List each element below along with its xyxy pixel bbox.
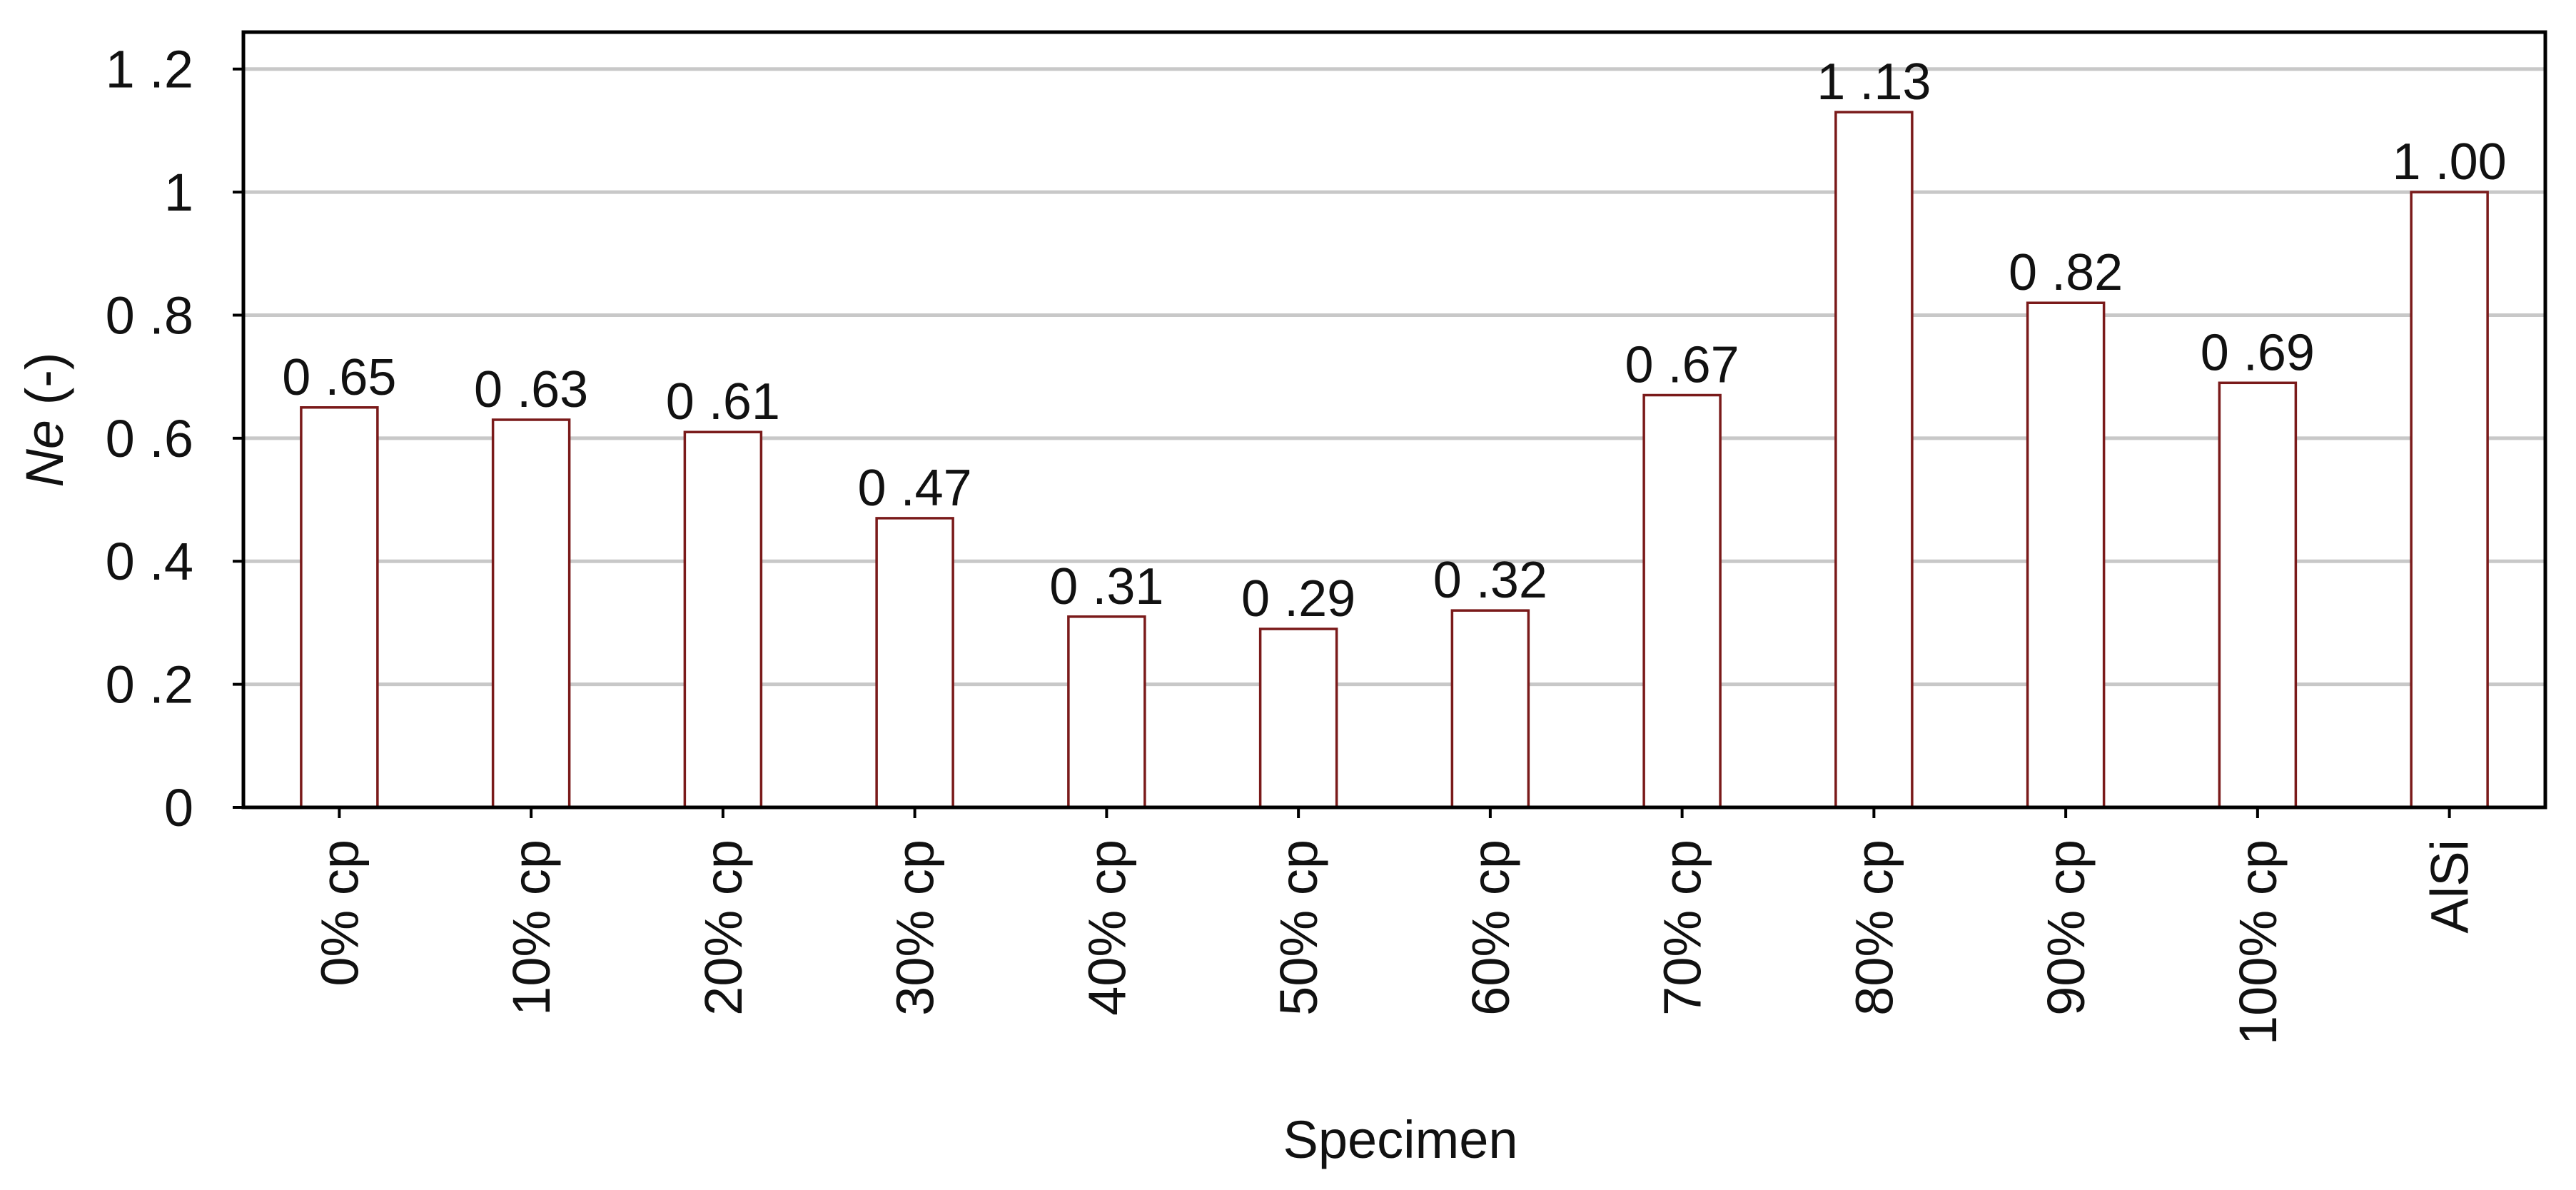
data-label: 0 .65 xyxy=(282,349,396,406)
x-tick-label: 70% cp xyxy=(1653,839,1712,1016)
bar xyxy=(2026,301,2106,809)
bar xyxy=(2218,381,2298,809)
data-label: 0 .61 xyxy=(666,373,780,430)
data-label: 0 .69 xyxy=(2201,324,2315,381)
data-label: 0 .47 xyxy=(858,460,972,517)
x-tick-label: 80% cp xyxy=(1844,839,1904,1016)
y-tick-label: 0 xyxy=(164,778,193,837)
data-label: 0 .31 xyxy=(1049,558,1163,615)
x-axis-title: Specimen xyxy=(1283,1110,1517,1169)
x-tick-label: 50% cp xyxy=(1269,839,1328,1016)
axes xyxy=(241,30,2547,810)
bar xyxy=(1258,627,1338,809)
y-axis-title-symbol: Ne xyxy=(15,420,74,488)
bar xyxy=(300,406,379,809)
y-tick-label: 1 xyxy=(164,163,193,222)
x-tick-label: 30% cp xyxy=(886,839,945,1016)
x-tick-label: 100% cp xyxy=(2228,839,2288,1045)
data-label: 1 .00 xyxy=(2393,133,2507,191)
data-label: 0 .82 xyxy=(2009,244,2123,301)
x-tick-label: 20% cp xyxy=(694,839,753,1016)
x-tick-label: 0% cp xyxy=(310,839,369,987)
data-label: 0 .32 xyxy=(1433,552,1547,609)
y-axis-title-unit: (-) xyxy=(15,352,74,420)
y-tick-label: 0 .8 xyxy=(106,286,193,345)
data-label: 0 .29 xyxy=(1241,570,1355,627)
y-tick-label: 1 .2 xyxy=(106,40,193,99)
x-tick-label: 40% cp xyxy=(1077,839,1136,1016)
bar xyxy=(875,517,954,809)
data-label: 0 .67 xyxy=(1625,337,1739,394)
x-axis-labels: 0% cp 10% cp 20% cp 30% cp 40% cp 50% cp 60% c… xyxy=(310,807,2480,1045)
x-tick-label: 10% cp xyxy=(502,839,561,1016)
data-label: 1 .13 xyxy=(1817,54,1931,111)
bar xyxy=(1067,615,1146,809)
y-tick-label: 0 .2 xyxy=(106,655,193,715)
bar xyxy=(1642,393,1722,809)
bar xyxy=(491,418,571,809)
y-axis-title: Ne (-) xyxy=(15,352,74,487)
bar xyxy=(2410,191,2489,809)
x-tick-label: 60% cp xyxy=(1461,839,1520,1016)
plot-frame xyxy=(241,30,2547,810)
x-tick-label: AlSi xyxy=(2420,839,2480,934)
bar xyxy=(1834,111,1914,809)
bar xyxy=(1450,609,1530,809)
bars xyxy=(300,111,2489,809)
y-tick-label: 0 .6 xyxy=(106,409,193,468)
x-tick-label: 90% cp xyxy=(2036,839,2096,1016)
bar xyxy=(683,430,763,809)
grid-lines xyxy=(243,67,2545,687)
y-tick-label: 0 .4 xyxy=(106,532,193,591)
data-label: 0 .63 xyxy=(474,361,588,418)
y-axis-ticks: 0 0 .2 0 .4 0 .6 0 .8 1 1 .2 xyxy=(106,40,243,837)
data-labels: 0 .65 0 .63 0 .61 0 .47 0 .31 0 .29 0 .32 0 .67… xyxy=(282,54,2506,627)
